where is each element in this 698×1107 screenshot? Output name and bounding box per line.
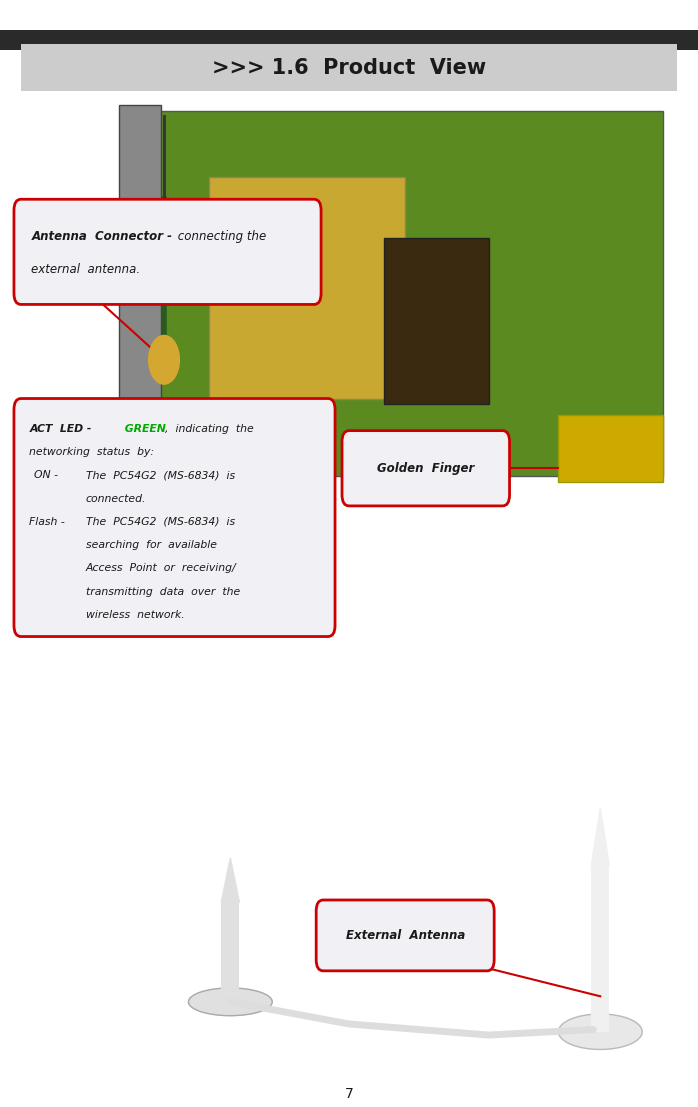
Text: ACT  LED -: ACT LED - <box>29 424 91 434</box>
FancyBboxPatch shape <box>21 44 677 91</box>
Text: The  PC54G2  (MS-6834)  is: The PC54G2 (MS-6834) is <box>86 470 235 480</box>
Text: connected.: connected. <box>86 494 147 504</box>
FancyBboxPatch shape <box>384 238 489 404</box>
FancyBboxPatch shape <box>221 902 239 1002</box>
Polygon shape <box>591 808 609 866</box>
FancyBboxPatch shape <box>316 900 494 971</box>
FancyBboxPatch shape <box>14 399 335 637</box>
Text: Access  Point  or  receiving/: Access Point or receiving/ <box>86 563 237 573</box>
Text: transmitting  data  over  the: transmitting data over the <box>86 587 240 597</box>
Ellipse shape <box>188 987 272 1016</box>
Text: The  PC54G2  (MS-6834)  is: The PC54G2 (MS-6834) is <box>86 517 235 527</box>
Ellipse shape <box>558 1014 642 1049</box>
Text: connecting the: connecting the <box>174 230 267 244</box>
Text: searching  for  available: searching for available <box>86 540 217 550</box>
FancyBboxPatch shape <box>14 199 321 304</box>
FancyBboxPatch shape <box>558 415 663 482</box>
Text: networking  status  by:: networking status by: <box>29 447 154 457</box>
Text: 7: 7 <box>345 1087 353 1100</box>
Text: wireless  network.: wireless network. <box>86 610 184 620</box>
FancyBboxPatch shape <box>342 431 510 506</box>
Text: ,  indicating  the: , indicating the <box>165 424 254 434</box>
FancyBboxPatch shape <box>209 177 405 399</box>
Text: Antenna  Connector -: Antenna Connector - <box>31 230 172 244</box>
Polygon shape <box>221 858 239 902</box>
FancyBboxPatch shape <box>126 111 663 476</box>
Text: >>> 1.6  Product  View: >>> 1.6 Product View <box>212 58 486 79</box>
Text: ON -: ON - <box>34 470 57 480</box>
Circle shape <box>149 335 179 384</box>
FancyBboxPatch shape <box>0 30 698 50</box>
Text: external  antenna.: external antenna. <box>31 263 140 277</box>
Text: GREEN: GREEN <box>121 424 166 434</box>
Text: Flash -: Flash - <box>29 517 65 527</box>
Text: Golden  Finger: Golden Finger <box>377 462 475 475</box>
FancyBboxPatch shape <box>119 105 161 482</box>
FancyBboxPatch shape <box>591 866 609 1032</box>
Text: External  Antenna: External Antenna <box>346 929 465 942</box>
